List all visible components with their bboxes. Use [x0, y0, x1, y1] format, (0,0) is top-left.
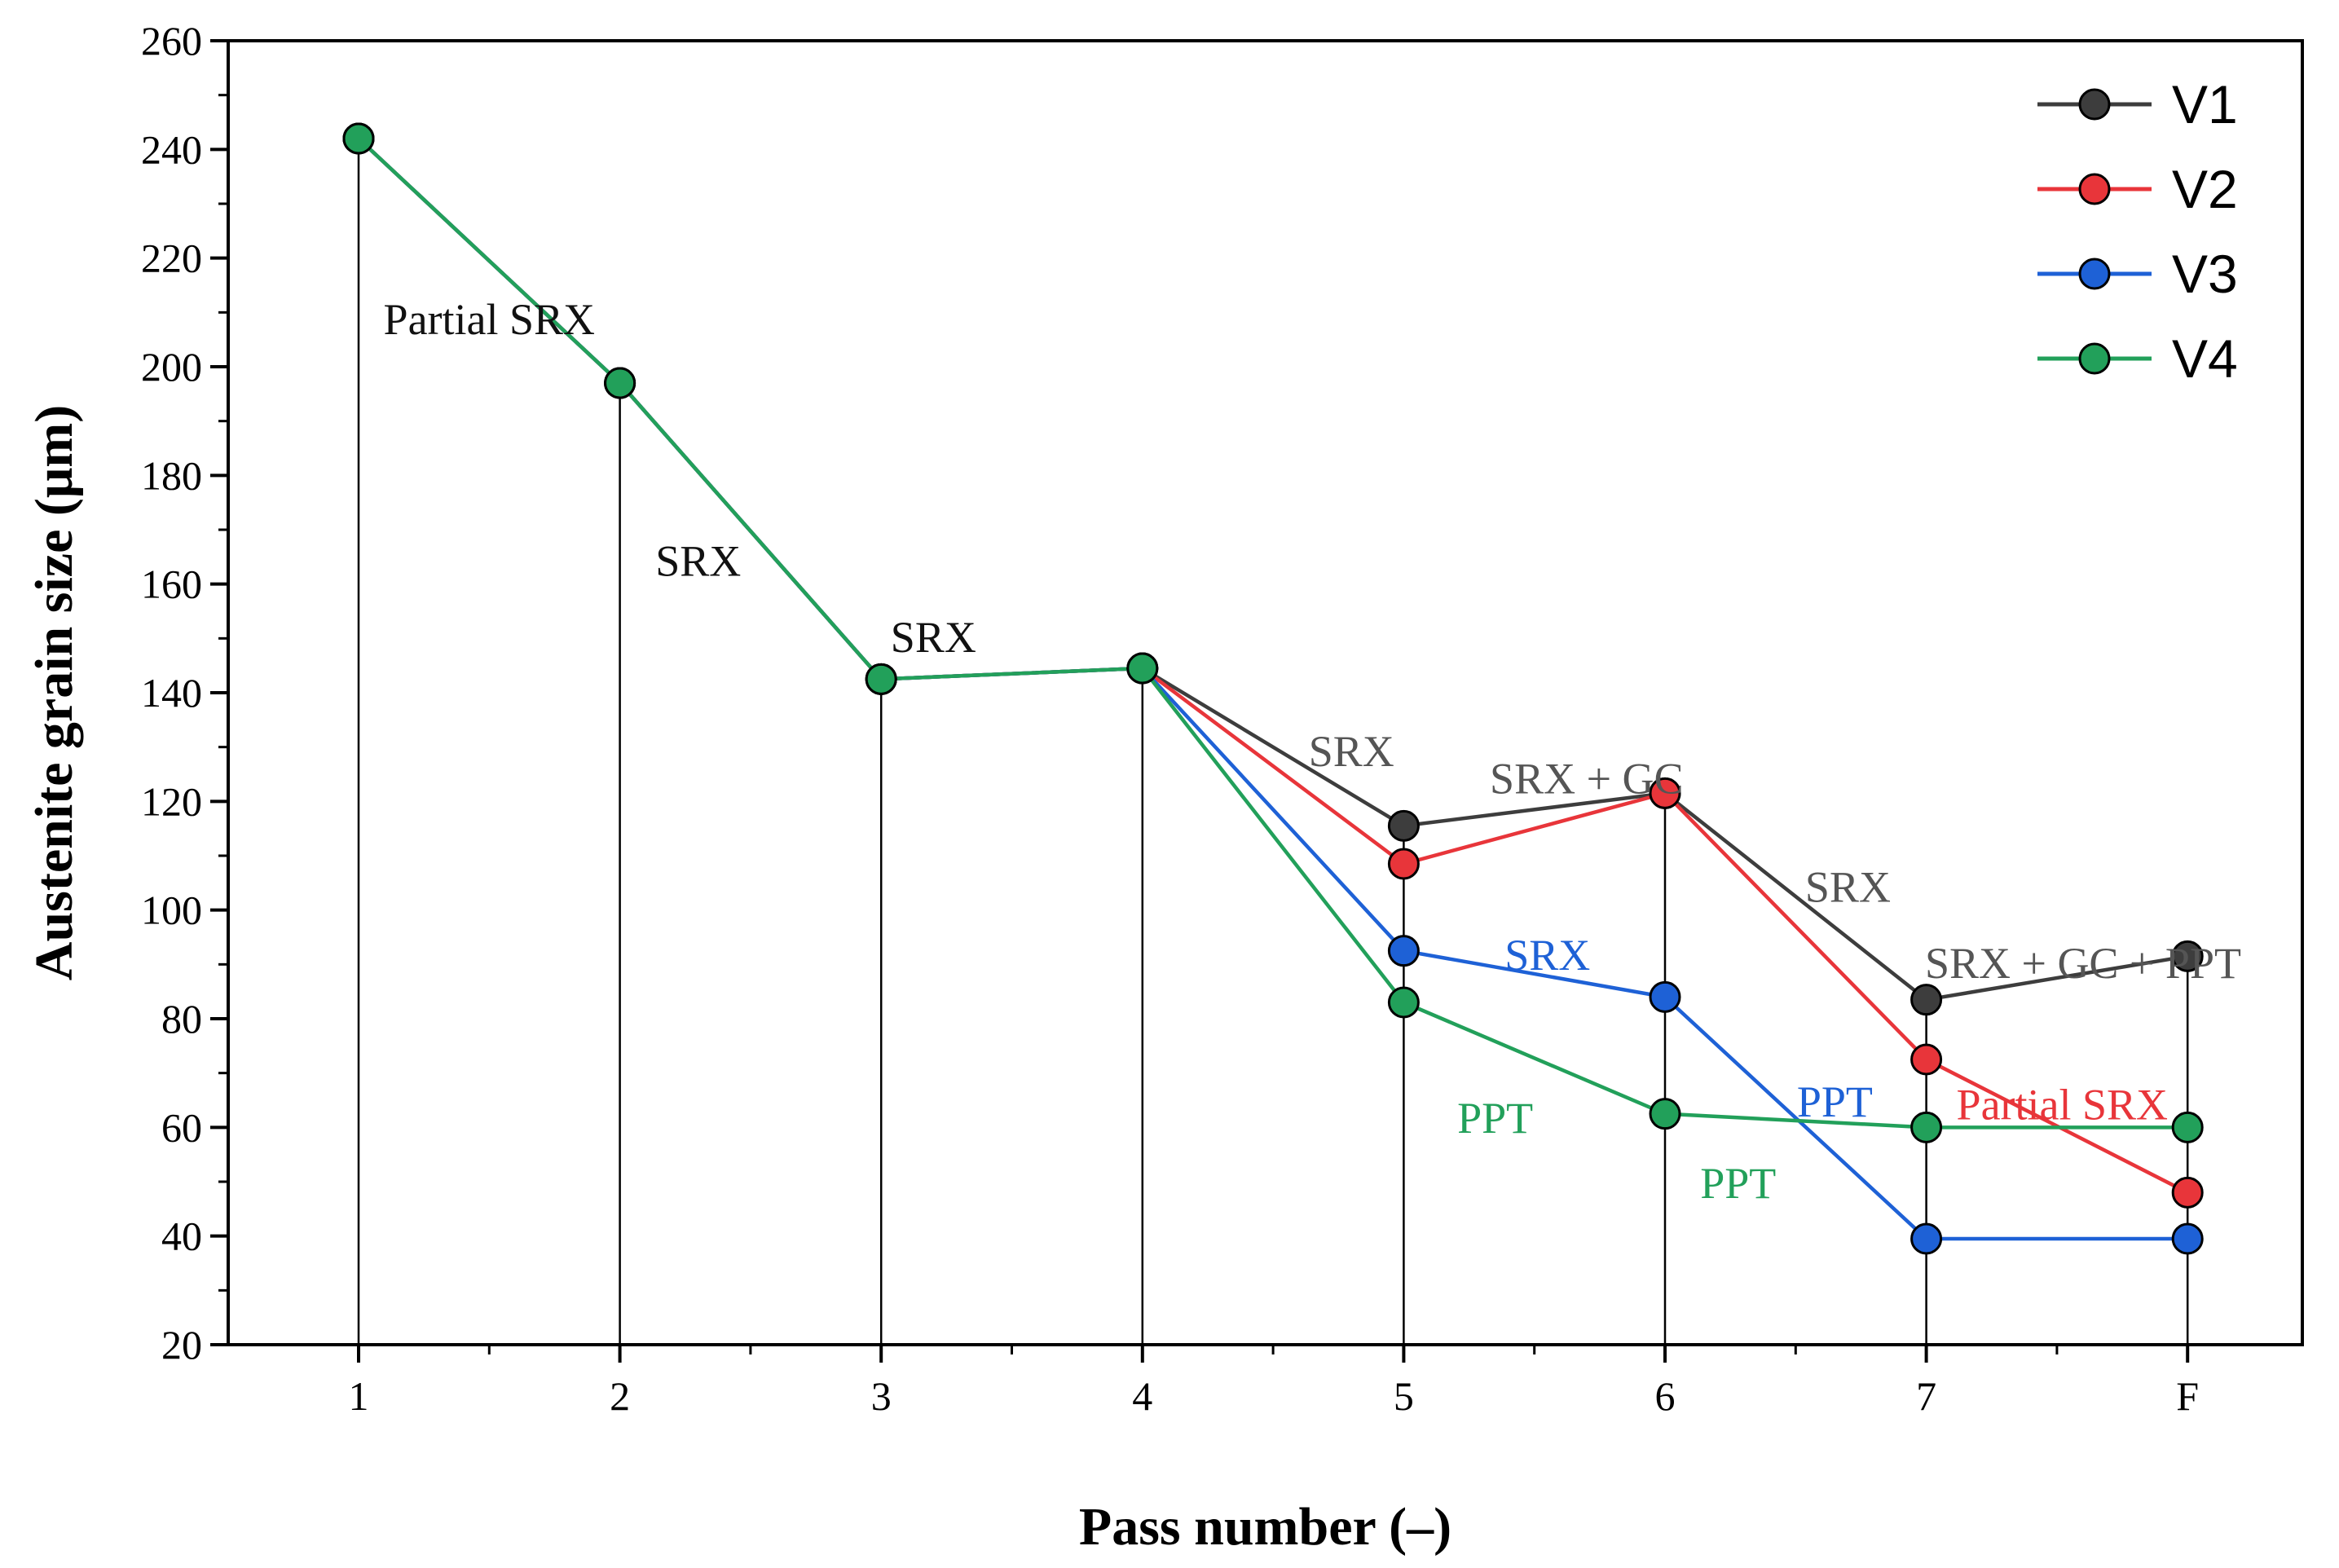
data-point-v3 — [1910, 1222, 1943, 1255]
annotation-label: PPT — [1700, 1159, 1776, 1208]
y-axis-title: Austenite grain size (μm) — [24, 405, 84, 980]
annotation-label: Partial SRX — [384, 295, 596, 344]
annotation-label: SRX + GC + PPT — [1925, 939, 2241, 988]
annotation-label: SRX — [655, 537, 741, 586]
data-point-v4 — [865, 663, 897, 695]
legend-marker-v1 — [2078, 88, 2111, 121]
y-tick-label: 180 — [141, 452, 202, 498]
data-point-v1 — [2171, 940, 2204, 972]
y-tick-label: 240 — [141, 126, 202, 172]
data-point-v4 — [1387, 986, 1420, 1019]
x-tick-label: F — [2176, 1373, 2199, 1419]
legend-label-v4: V4 — [2172, 328, 2238, 389]
legend-label-v3: V3 — [2172, 244, 2238, 304]
data-point-v4 — [2171, 1111, 2204, 1143]
y-tick-label: 220 — [141, 236, 202, 281]
y-tick-label: 40 — [161, 1213, 202, 1259]
x-tick-label: 1 — [349, 1373, 369, 1419]
y-tick-label: 120 — [141, 778, 202, 824]
data-point-v2 — [1649, 777, 1681, 809]
x-tick-label: 4 — [1132, 1373, 1152, 1419]
y-tick-label: 80 — [161, 996, 202, 1042]
series-line-v4 — [357, 137, 2188, 1130]
data-point-v4 — [1126, 652, 1159, 685]
annotation-label: SRX — [1805, 863, 1891, 912]
series-line-v3 — [357, 137, 2188, 1241]
annotation-label: SRX — [1504, 931, 1590, 980]
plot-frame — [227, 39, 2304, 1346]
legend-label-v2: V2 — [2172, 159, 2238, 219]
x-tick-label: 7 — [1916, 1373, 1936, 1419]
y-tick-label: 140 — [141, 670, 202, 716]
data-point-v4 — [342, 122, 375, 155]
x-tick-label: 2 — [610, 1373, 630, 1419]
x-tick-label: 3 — [871, 1373, 892, 1419]
data-point-v1 — [1910, 984, 1943, 1016]
data-point-v4 — [604, 367, 637, 399]
legend-marker-v3 — [2078, 258, 2111, 290]
data-point-v2 — [1910, 1043, 1943, 1076]
y-tick-label: 160 — [141, 562, 202, 607]
annotation-label: SRX + GC — [1490, 754, 1684, 803]
y-tick-label: 60 — [161, 1104, 202, 1150]
x-axis-title: Pass number (–) — [1079, 1497, 1451, 1557]
x-tick-label: 6 — [1655, 1373, 1676, 1419]
series-line-v1 — [357, 137, 2188, 1002]
data-point-v4 — [1649, 1098, 1681, 1130]
data-point-v2 — [2171, 1176, 2204, 1209]
legend-marker-v4 — [2078, 342, 2111, 375]
data-point-v3 — [2171, 1222, 2204, 1255]
y-tick-label: 20 — [161, 1322, 202, 1368]
data-point-v4 — [1910, 1111, 1943, 1143]
data-point-v3 — [1387, 935, 1420, 967]
legend-label-v1: V1 — [2172, 74, 2238, 134]
annotation-label: SRX — [1309, 727, 1394, 776]
annotation-label: PPT — [1797, 1077, 1873, 1126]
y-tick-label: 100 — [141, 888, 202, 933]
data-point-v1 — [1387, 809, 1420, 842]
annotation-label: SRX — [891, 613, 976, 662]
series-line-v2 — [357, 137, 2189, 1195]
annotation-label: Partial SRX — [1957, 1080, 2169, 1129]
data-point-v3 — [1649, 980, 1681, 1013]
legend-marker-v2 — [2078, 173, 2111, 205]
y-tick-label: 260 — [141, 18, 202, 64]
y-tick-label: 200 — [141, 344, 202, 390]
data-point-v2 — [1387, 848, 1420, 880]
x-tick-label: 5 — [1394, 1373, 1414, 1419]
annotation-label: PPT — [1457, 1094, 1533, 1143]
